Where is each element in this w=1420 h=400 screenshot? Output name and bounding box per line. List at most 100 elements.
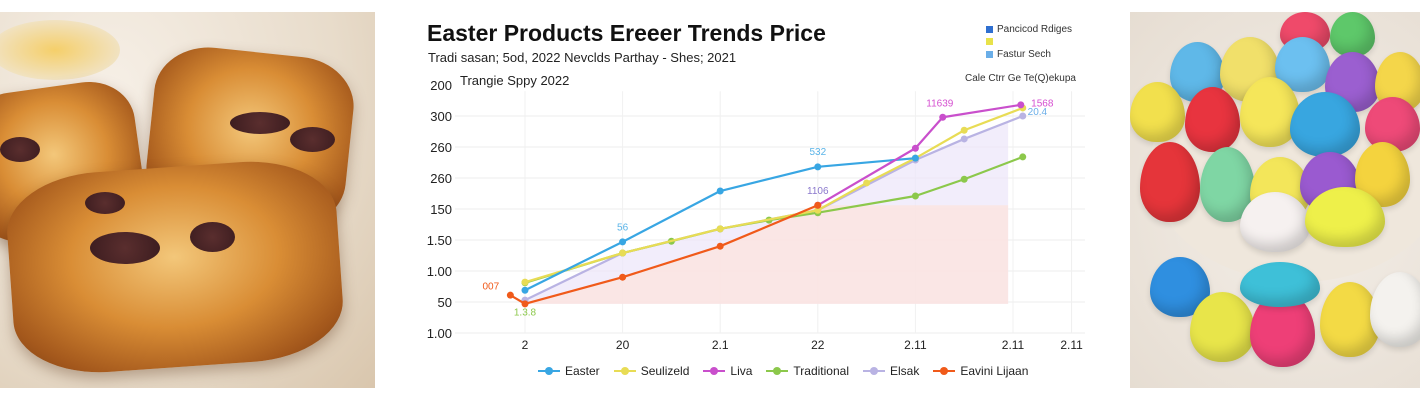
data-point: [716, 225, 724, 233]
series-line: [817, 103, 1021, 207]
legend-item[interactable]: Seulizeld: [613, 364, 690, 378]
chart-legend: Easter Seulizeld Liva Traditional Elsak Eavin…: [538, 364, 1028, 378]
egg: [1140, 142, 1200, 222]
legend-marker: [703, 367, 726, 375]
data-point: [911, 192, 919, 200]
legend-marker: [933, 367, 956, 375]
x-tick-label: 22: [811, 338, 825, 352]
legend-swatch: [986, 51, 993, 58]
filling: [290, 127, 335, 152]
legend-marker: [766, 367, 789, 375]
data-point: [521, 286, 529, 294]
data-label: 1.3.8: [514, 308, 537, 319]
x-tick-label: 2.11: [1002, 338, 1025, 352]
x-tick-label: 2.11: [904, 338, 927, 352]
egg: [1190, 292, 1255, 362]
data-label: 1568: [1031, 99, 1054, 110]
data-label: 20.4: [1028, 107, 1048, 118]
legend-label: Liva: [730, 364, 753, 378]
legend-item[interactable]: Traditional: [766, 364, 849, 378]
egg: [1130, 82, 1185, 142]
legend-label: Easter: [565, 364, 600, 378]
data-point: [619, 273, 627, 281]
y-tick-label: 260: [430, 140, 452, 155]
egg: [1240, 262, 1320, 307]
data-point: [960, 126, 968, 134]
legend-marker: [863, 367, 885, 375]
legend-item[interactable]: Easter: [538, 364, 600, 378]
data-point: [1017, 101, 1025, 109]
data-point: [911, 154, 919, 162]
x-tick-label: 2.1: [712, 338, 729, 352]
legend-swatch: [986, 38, 993, 45]
data-point: [1019, 112, 1027, 120]
legend-marker: [538, 367, 560, 375]
data-point: [814, 206, 822, 214]
data-point: [521, 300, 529, 308]
data-point: [506, 291, 514, 299]
y-tick-label: 200: [430, 78, 452, 93]
legend-swatch: [986, 26, 993, 33]
data-point: [716, 242, 724, 250]
data-point: [521, 278, 529, 286]
y-tick-label: 1.00: [427, 264, 452, 279]
series-line: [524, 106, 1024, 284]
data-point: [1019, 153, 1027, 161]
y-tick-label: 1.00: [427, 326, 452, 341]
top-legend-item: [986, 38, 993, 45]
y-tick-label: 50: [438, 295, 452, 310]
top-legend-item: Fastur Sech: [986, 49, 1051, 60]
data-point: [619, 238, 627, 246]
top-legend-label: Pancicod Rdiges: [997, 24, 1073, 35]
data-point: [716, 187, 724, 195]
y-tick-label: 300: [430, 109, 452, 124]
x-tick-label: 2.11: [1060, 338, 1083, 352]
data-label: 007: [482, 282, 499, 293]
data-point: [939, 113, 947, 121]
area-fill: [525, 205, 1009, 304]
y-tick-label: 260: [430, 171, 452, 186]
data-point: [960, 135, 968, 143]
data-point: [619, 249, 627, 257]
legend-item[interactable]: Elsak: [863, 364, 919, 378]
filling: [0, 137, 40, 162]
legend-label: Seulizeld: [640, 364, 690, 378]
chart-title: Easter Products Ereeer Trends Price: [427, 20, 826, 46]
top-legend-label: Fastur Sech: [997, 49, 1051, 60]
filling: [90, 232, 160, 264]
legend-label: Eavini Lijaan: [960, 364, 1029, 378]
data-point: [814, 201, 822, 209]
legend-label: Elsak: [890, 364, 920, 378]
egg: [1330, 12, 1375, 57]
egg: [1185, 87, 1240, 152]
data-point: [863, 179, 871, 187]
egg: [1370, 272, 1420, 347]
easter-eggs-photo: [1130, 12, 1420, 388]
legend-item[interactable]: Eavini Lijaan: [933, 364, 1028, 378]
x-tick-label: 2: [522, 338, 529, 352]
sub-label-text: Trangie Sppy 2022: [460, 73, 570, 88]
filling: [230, 112, 290, 134]
y-tick-label: 150: [430, 202, 452, 217]
cream-bowl: [0, 20, 120, 80]
sub-label: Trangie Sppy 2022: [430, 73, 569, 88]
y-tick-label: 1.50: [427, 233, 452, 248]
egg: [1240, 192, 1310, 252]
chart-note: Cale Ctrr Ge Te(Q)ekupa: [965, 73, 1076, 84]
data-label: 11639: [926, 99, 954, 110]
data-point: [814, 163, 822, 171]
legend-label: Traditional: [793, 364, 849, 378]
top-legend-item: Pancicod Rdiges: [986, 24, 1072, 35]
legend-marker: [613, 367, 636, 375]
data-label: 56: [617, 223, 629, 234]
x-tick-label: 20: [616, 338, 630, 352]
pastry-photo: [0, 12, 375, 388]
egg: [1305, 187, 1385, 247]
data-label: 532: [809, 147, 826, 158]
data-label: 1106: [807, 186, 829, 197]
chart-subtitle: Tradi sasan; 5od, 2022 Nevclds Parthay -…: [428, 50, 737, 65]
legend-item[interactable]: Liva: [703, 364, 752, 378]
data-point: [911, 144, 919, 152]
filling: [85, 192, 125, 214]
